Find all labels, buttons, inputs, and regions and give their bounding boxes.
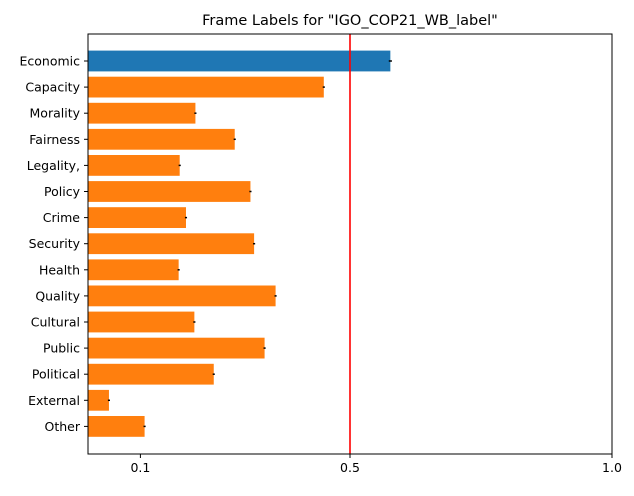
x-tick-label: 0.5 <box>340 460 360 475</box>
y-tick-label: Cultural <box>31 315 80 330</box>
y-tick-label: Security <box>29 236 81 251</box>
y-tick-label: Crime <box>43 210 81 225</box>
bar-security <box>88 233 255 255</box>
bar-external <box>88 389 109 411</box>
y-tick-label: Other <box>45 419 81 434</box>
y-tick-label: Capacity <box>25 80 80 95</box>
bar-policy <box>88 181 251 202</box>
plot-area: Economic Capacity Morality Fairness Legality… <box>19 34 622 475</box>
x-tick-label: 1.0 <box>602 460 622 475</box>
bar-fairness <box>88 128 235 150</box>
bar-other <box>88 416 145 437</box>
bar-health <box>88 259 179 281</box>
plot-frame <box>87 33 613 455</box>
bar-legality <box>88 155 180 176</box>
bar-political <box>88 363 214 385</box>
bar-economic <box>88 50 391 72</box>
bar-quality <box>88 285 276 307</box>
y-tick-label: Public <box>43 341 80 356</box>
y-tick-label: Quality <box>35 288 80 303</box>
y-tick-label: External <box>28 393 80 408</box>
bar-public <box>88 337 265 359</box>
y-tick-label: Morality <box>30 106 81 121</box>
y-tick-label: Political <box>32 367 80 382</box>
y-tick-label: Economic <box>19 54 80 69</box>
bar-capacity <box>88 76 324 98</box>
y-tick-label: Legality, <box>27 158 80 173</box>
chart-title: Frame Labels for "IGO_COP21_WB_label" <box>202 13 498 29</box>
y-tick-label: Policy <box>44 184 81 199</box>
bar-morality <box>88 102 196 124</box>
x-tick-label: 0.1 <box>130 460 150 475</box>
bar-crime <box>88 207 186 228</box>
y-tick-label: Health <box>39 262 80 277</box>
y-tick-label: Fairness <box>29 132 80 147</box>
bar-cultural <box>88 311 195 333</box>
